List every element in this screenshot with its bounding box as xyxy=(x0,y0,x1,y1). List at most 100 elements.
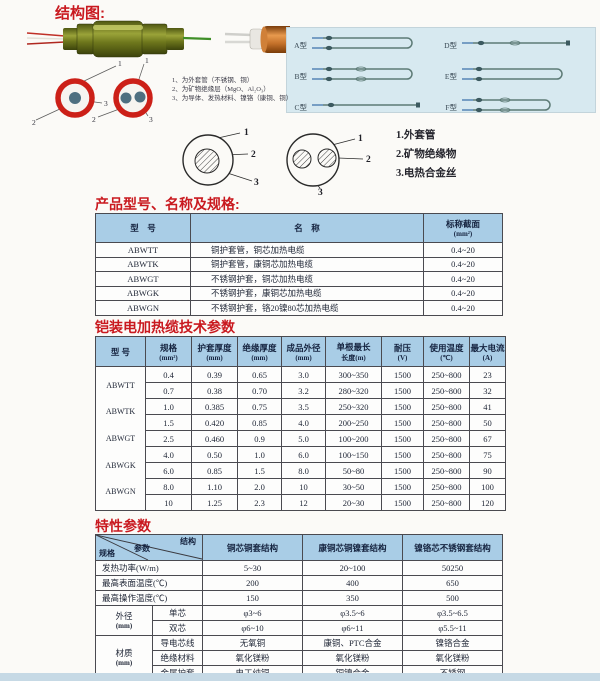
group-unit: (mm) xyxy=(115,621,133,630)
lead-wires xyxy=(26,32,66,45)
value-cell: φ3.5~6 xyxy=(302,605,403,621)
header-unit: (V) xyxy=(397,353,408,362)
straight-mid-cable-shape xyxy=(459,30,575,61)
value-cell: 0.75 xyxy=(237,398,282,415)
value-cell: φ3~6 xyxy=(202,605,303,621)
cable-type-item: E型 xyxy=(441,61,591,92)
section-cell: 0.4~20 xyxy=(423,256,503,272)
value-cell: 250~800 xyxy=(423,382,470,399)
value-cell: 康铜、PTC合金 xyxy=(302,635,403,651)
copper-tube xyxy=(224,26,290,53)
value-cell: 2.3 xyxy=(237,494,282,511)
tech-column-header: 型 号 xyxy=(95,336,146,367)
value-cell: 120 xyxy=(469,494,506,511)
value-cell: 10 xyxy=(281,478,326,495)
parameter-label-cell: 发热功率(W/m) xyxy=(95,560,203,576)
twin-core-hatched-right xyxy=(317,148,337,168)
value-cell: 400 xyxy=(302,575,403,591)
value-cell: 0.85 xyxy=(237,414,282,431)
header-label: 成品外径 xyxy=(286,342,321,353)
value-cell: 8.0 xyxy=(145,478,192,495)
value-cell: 0.65 xyxy=(237,366,282,383)
value-cell: 1500 xyxy=(381,478,424,495)
value-cell: 1.25 xyxy=(191,494,238,511)
table-row: ABWGT 不锈钢护套，铜芯加热电缆 0.4~20 xyxy=(95,271,503,287)
corner-structure-label: 结构 xyxy=(180,537,196,546)
table-row: 双芯 φ6~10 φ6~11 φ5.5~11 xyxy=(96,620,503,636)
table-row: 1.0 0.385 0.75 3.5 250~320 1500 250~800 41 xyxy=(96,398,506,415)
value-cell: 0.460 xyxy=(191,430,238,447)
cable-type-item: C型 xyxy=(291,92,441,123)
sub-label-cell: 绝缘材料 xyxy=(152,650,203,666)
value-cell: 1.0 xyxy=(145,398,192,415)
section-cell: 0.4~20 xyxy=(423,300,503,316)
table-row: 10 1.25 2.3 12 20~30 1500 250~800 120 xyxy=(96,494,506,511)
header-label: 单根最长 xyxy=(336,341,371,352)
header-label: 名 称 xyxy=(294,223,320,233)
value-cell: 1500 xyxy=(381,414,424,431)
value-cell: 250~800 xyxy=(423,478,470,495)
value-cell: 氧化镁粉 xyxy=(202,650,303,666)
table-row: 绝缘材料 氧化镁粉 氧化镁粉 氧化镁粉 xyxy=(96,650,503,666)
model-label: ABWTK xyxy=(105,407,136,417)
tech-table: 型 号规格 (mm²) 护套厚度 (mm) 绝缘厚度 (mm) 成品外径 (mm) 单根最长 长度… xyxy=(95,336,506,511)
cable-type-panel: A型 D型 B型 E型 C型 F型 xyxy=(286,27,596,113)
header-label: 护套厚度 xyxy=(197,342,232,353)
tech-column-header: 使用温度 (℃) xyxy=(423,336,470,367)
legend-heating-alloy-wire: 3.电热合金丝 xyxy=(396,168,457,179)
value-cell: 1.0 xyxy=(237,446,282,463)
corner-spec-label: 规格 xyxy=(99,549,115,558)
header-label: 使用温度 xyxy=(429,342,464,353)
table-row: ABWTK 铜护套管，康铜芯加热电缆 0.4~20 xyxy=(95,256,503,272)
cable-type-label: B型 xyxy=(294,72,307,81)
value-cell: 氧化镁粉 xyxy=(402,650,503,666)
model-stack: ABWTT ABWTK ABWGT ABWGK ABWGN xyxy=(96,372,145,505)
value-cell: 200~250 xyxy=(325,414,382,431)
value-cell: 250~800 xyxy=(423,430,470,447)
svg-text:2: 2 xyxy=(32,118,36,127)
photo-legend-line: 2、为矿物绝缘层（MgO、Al₂O₃） xyxy=(172,86,270,93)
svg-text:2: 2 xyxy=(92,115,96,124)
value-cell: 50250 xyxy=(402,560,503,576)
tech-column-header: 单根最长 长度(m) xyxy=(325,336,382,367)
photo-legend-line: 1、为外套管（不锈钢、铜） xyxy=(172,77,254,84)
table-row: ABWTT ABWTK ABWGT ABWGK ABWGN 0.4 0.39 0.65 3.0 3… xyxy=(95,366,506,511)
svg-text:1: 1 xyxy=(145,56,149,65)
svg-text:1: 1 xyxy=(244,128,249,138)
value-cell: 2.0 xyxy=(237,478,282,495)
table-row: 1.5 0.420 0.85 4.0 200~250 1500 250~800 50 xyxy=(96,414,506,431)
cable-type-label: D型 xyxy=(444,41,457,50)
value-cell: 1500 xyxy=(381,494,424,511)
name-cell: 铜护套管，康铜芯加热电缆 xyxy=(190,256,424,272)
corner-header-cell: 结构 参数 规格 xyxy=(95,534,203,561)
sub-label-cell: 单芯 xyxy=(152,605,203,621)
value-cell: 0.7 xyxy=(145,382,192,399)
svg-text:3: 3 xyxy=(254,178,259,188)
value-cell: 650 xyxy=(402,575,503,591)
value-cell: 3.2 xyxy=(281,382,326,399)
legend-outer-sleeve: 1.外套管 xyxy=(396,130,436,141)
value-cell: 6.0 xyxy=(145,462,192,479)
header-label: 耐压 xyxy=(393,342,411,353)
tech-column-header: 最大电流 (A) xyxy=(469,336,506,367)
svg-text:1: 1 xyxy=(118,59,122,68)
header-unit: (mm) xyxy=(295,353,312,362)
cable-type-label: A型 xyxy=(294,41,307,50)
single-core-dot xyxy=(69,92,81,104)
header-label: 型 号 xyxy=(130,223,156,233)
sub-label-cell: 导电芯线 xyxy=(152,635,203,651)
structure-column-header: 镍铬芯不锈钢套结构 xyxy=(402,534,503,561)
loop-cable-shape xyxy=(309,30,425,61)
value-cell: 1500 xyxy=(381,446,424,463)
value-cell: 150 xyxy=(202,590,303,606)
section-cell: 0.4~20 xyxy=(423,242,503,258)
single-core-hatched xyxy=(194,148,220,174)
value-cell: 0.38 xyxy=(191,382,238,399)
header-row: 型 号规格 (mm²) 护套厚度 (mm) 绝缘厚度 (mm) 成品外径 (mm) 单根最长 长度… xyxy=(95,336,506,367)
model-cell: ABWGT xyxy=(95,271,191,287)
structure-column-header: 铜芯铜套结构 xyxy=(202,534,303,561)
connector-body xyxy=(63,20,212,58)
header-label: 标称截面 xyxy=(445,219,480,229)
model-cell: ABWTT xyxy=(95,242,191,258)
